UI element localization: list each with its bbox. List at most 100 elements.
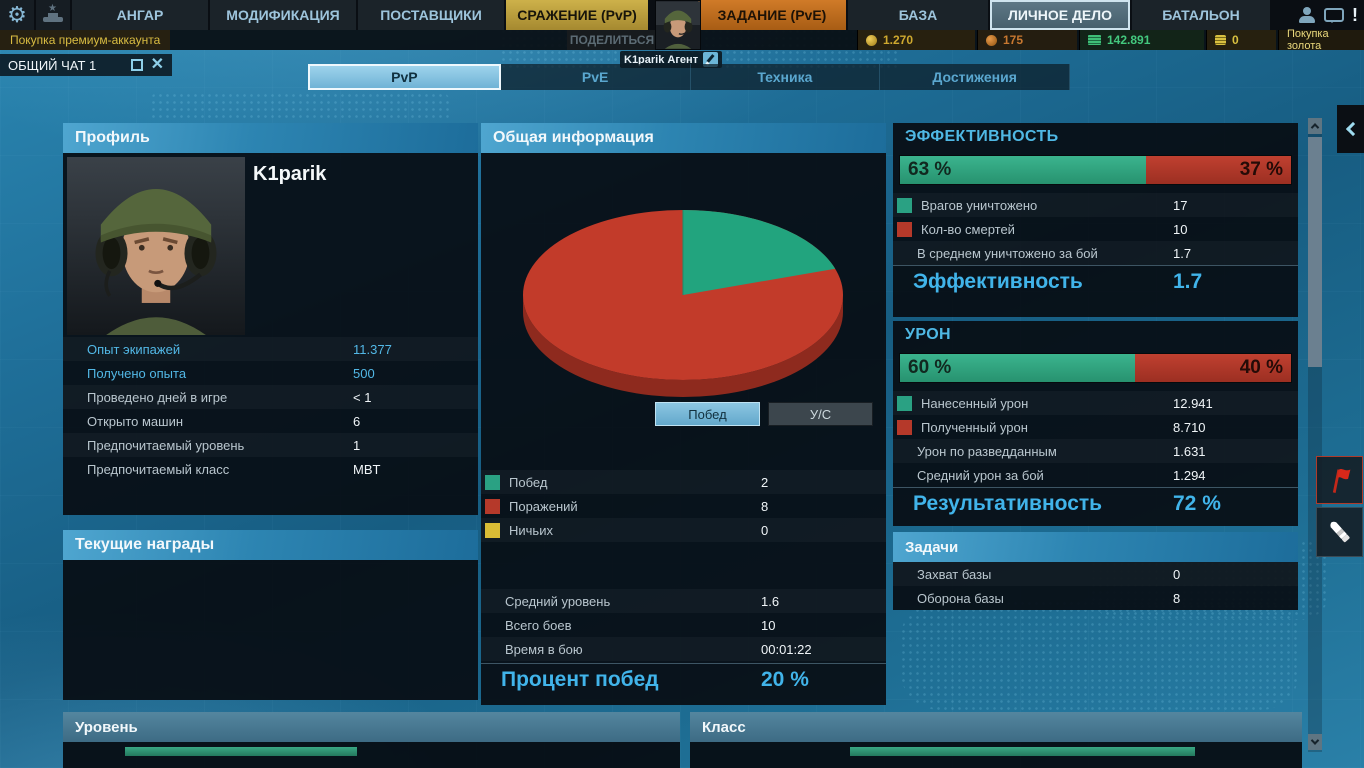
notification-icon[interactable]: !: [1352, 5, 1358, 25]
damage-panel: УРОН 60 % 40 % Нанесенный урон 12.941 Пол…: [893, 321, 1298, 526]
gold-balance[interactable]: 1.270: [857, 30, 975, 50]
collapse-sidebar-button[interactable]: [1337, 105, 1364, 153]
stat-row: Предпочитаемый уровень 1: [63, 433, 478, 457]
nav-personal-file[interactable]: ЛИЧНОЕ ДЕЛО: [990, 0, 1130, 30]
damage-header: УРОН: [893, 321, 1298, 349]
effectiveness-panel: ЭФФЕКТИВНОСТЬ 63 % 37 % Врагов уничтожен…: [893, 123, 1298, 317]
tab-vehicles[interactable]: Техника: [690, 64, 881, 90]
hangar-quick-button[interactable]: ★: [36, 0, 70, 30]
green-bar-label: 60 %: [908, 357, 952, 378]
class-progress-bar: [850, 747, 1195, 756]
legend-label: Поражений: [509, 498, 578, 514]
pie-mode-wins-button[interactable]: Побед: [655, 402, 760, 426]
legend-label: Побед: [509, 474, 548, 490]
stat-row: Кол-во смертей 10: [893, 217, 1298, 241]
legend-row: Поражений 8: [481, 494, 886, 518]
scroll-down-button[interactable]: [1308, 734, 1322, 750]
stat-value: 1: [353, 437, 361, 453]
stat-value: 10: [761, 617, 776, 633]
stat-value: 11.377: [353, 341, 392, 357]
player-name: K1parik: [253, 163, 327, 185]
stat-value: 10: [1173, 221, 1188, 237]
chat-title: ОБЩИЙ ЧАТ 1: [8, 57, 97, 73]
legend-row: Побед 2: [481, 470, 886, 494]
stat-label: Оборона базы: [917, 590, 1004, 606]
general-stats: Средний уровень 1.6 Всего боев 10 Время в …: [481, 589, 886, 661]
ammunition-button[interactable]: [1316, 507, 1363, 557]
scroll-up-button[interactable]: [1308, 118, 1322, 134]
soldier-avatar-image: [67, 157, 245, 335]
legend-value: 0: [761, 522, 769, 538]
friends-icon[interactable]: [1298, 7, 1316, 23]
stat-value: 12.941: [1173, 395, 1213, 411]
nav-battle-pvp[interactable]: СРАЖЕНИЕ (PvP): [506, 0, 648, 30]
legend-value: 8: [761, 498, 769, 514]
stat-row: Проведено дней в игре < 1: [63, 385, 478, 409]
summary-value: 72 %: [1173, 492, 1221, 515]
stat-value: 8.710: [1173, 419, 1206, 435]
tab-pve[interactable]: PvE: [500, 64, 691, 90]
nav-battalion[interactable]: БАТАЛЬОН: [1132, 0, 1270, 30]
stat-row[interactable]: Опыт экипажей 11.377: [63, 337, 478, 361]
gold-coin-icon: [866, 34, 877, 46]
tab-achievements[interactable]: Достижения: [880, 64, 1070, 90]
nav-suppliers[interactable]: ПОСТАВЩИКИ: [358, 0, 504, 30]
nav-modification[interactable]: МОДИФИКАЦИЯ: [210, 0, 356, 30]
level-title: Уровень: [75, 718, 138, 736]
tasks-panel: Задачи Захват базы 0 Оборона базы 8: [893, 532, 1298, 615]
chat-close-icon[interactable]: ✕: [150, 56, 164, 73]
wins-pie-chart: [523, 210, 843, 397]
stat-value: 17: [1173, 197, 1188, 213]
green-bar-segment: 63 %: [900, 156, 1147, 184]
settings-button[interactable]: ⚙: [0, 0, 34, 30]
summary-label: Процент побед: [501, 668, 659, 691]
general-info-title: Общая информация: [493, 129, 654, 146]
tasks-header: Задачи: [893, 532, 1298, 562]
summary-label: Результативность: [913, 492, 1103, 515]
stat-row[interactable]: Получено опыта 500: [63, 361, 478, 385]
buy-premium-button[interactable]: Покупка премиум-аккаунта: [0, 30, 171, 50]
battalion-flag-button[interactable]: [1316, 456, 1363, 504]
green-swatch-icon: [897, 197, 912, 213]
token-coin-icon: [986, 34, 997, 46]
stat-value: 500: [353, 365, 375, 381]
nav-base[interactable]: БАЗА: [848, 0, 988, 30]
pie-mode-ratio-button[interactable]: У/С: [768, 402, 873, 426]
profile-header: Профиль: [63, 123, 478, 153]
chat-maximize-icon[interactable]: [130, 59, 143, 71]
profile-avatar[interactable]: [67, 157, 245, 335]
messages-icon[interactable]: [1324, 8, 1344, 23]
stat-row: Предпочитаемый класс MBT: [63, 457, 478, 481]
gear-icon: ⚙: [7, 2, 27, 27]
player-name-chip: K1parik Агент: [620, 51, 723, 68]
player-avatar-small[interactable]: [655, 0, 701, 50]
credits-balance[interactable]: 142.891: [1079, 30, 1204, 50]
edit-pencil-icon[interactable]: [703, 52, 719, 67]
tokens-balance[interactable]: 175: [977, 30, 1077, 50]
general-info-panel: Общая информация Побед У/С Побед 2 Пораже…: [481, 123, 886, 705]
nav-icon-group: !: [1292, 0, 1364, 30]
effectiveness-ratio-bar: 63 % 37 %: [899, 155, 1292, 185]
nav-hangar[interactable]: АНГАР: [72, 0, 208, 30]
tab-pvp[interactable]: PvP: [308, 64, 501, 90]
chevron-left-icon: [1345, 121, 1360, 137]
insignia-balance[interactable]: 0: [1206, 30, 1276, 50]
stat-label: Захват базы: [917, 566, 992, 582]
pie-mode-buttons: Побед У/С: [655, 402, 873, 426]
stat-label: Полученный урон: [921, 419, 1028, 435]
level-bar-row: [63, 742, 680, 768]
awards-empty-area: [63, 560, 478, 700]
stat-value: 8: [1173, 590, 1181, 606]
chat-window-header[interactable]: ОБЩИЙ ЧАТ 1 ✕: [0, 54, 172, 76]
level-progress-bar: [125, 747, 357, 756]
tasks-title: Задачи: [905, 538, 959, 556]
scrollbar-thumb[interactable]: [1308, 137, 1322, 367]
red-bar-label: 37 %: [1239, 159, 1283, 180]
stat-row: Захват базы 0: [893, 562, 1298, 586]
nav-mission-pve[interactable]: ЗАДАНИЕ (PvE): [698, 0, 846, 30]
chevron-up-icon: [1310, 123, 1320, 132]
profile-stats: Опыт экипажей 11.377 Получено опыта 500 Пр…: [63, 337, 478, 481]
share-button[interactable]: ПОДЕЛИТЬСЯ: [567, 30, 657, 50]
buy-gold-button[interactable]: Покупка золота: [1278, 28, 1364, 52]
summary-value: 1.7: [1173, 270, 1203, 293]
